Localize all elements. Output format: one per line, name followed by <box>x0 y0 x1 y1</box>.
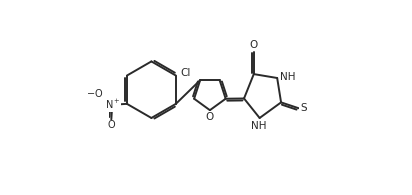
Text: O: O <box>108 120 115 130</box>
Text: N$^+$: N$^+$ <box>105 98 120 111</box>
Text: NH: NH <box>279 72 295 82</box>
Text: Cl: Cl <box>181 68 191 78</box>
Text: O: O <box>206 112 214 122</box>
Text: NH: NH <box>251 121 267 131</box>
Text: $-$O: $-$O <box>86 87 103 99</box>
Text: S: S <box>300 103 307 113</box>
Text: O: O <box>250 40 258 50</box>
